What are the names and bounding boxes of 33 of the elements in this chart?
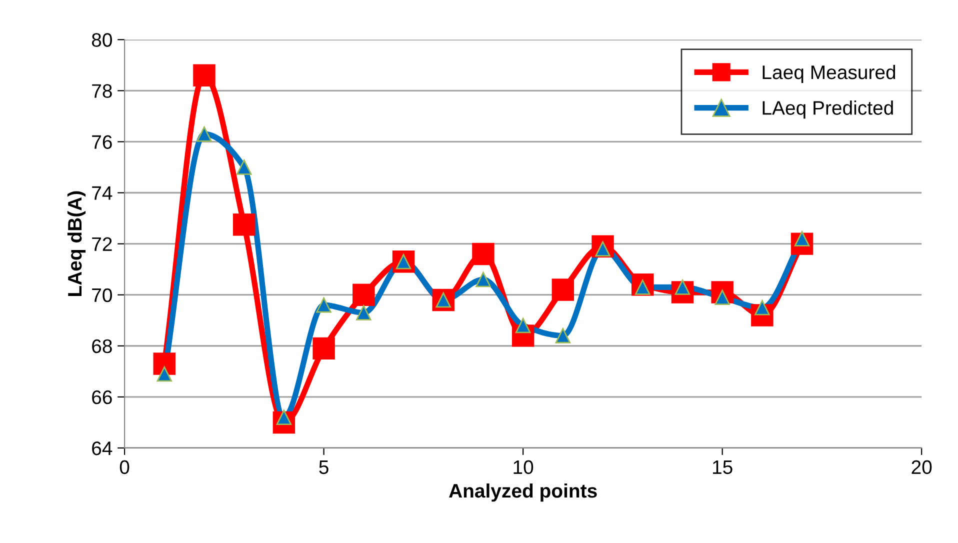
point <box>153 352 176 375</box>
point <box>316 297 332 313</box>
y-tick-label: 64 <box>92 441 112 456</box>
point <box>552 278 574 301</box>
point <box>472 242 494 266</box>
x-tick-label: 0 <box>120 460 130 474</box>
point <box>193 64 216 86</box>
x-tick-label: 10 <box>514 460 534 474</box>
point <box>515 318 531 334</box>
point <box>156 366 172 382</box>
y-tick-label: 72 <box>92 237 112 251</box>
y-tick-label: 70 <box>92 288 112 302</box>
x-tick-label: 15 <box>713 460 732 474</box>
point <box>352 284 375 306</box>
y-tick-label: 74 <box>92 186 112 200</box>
point <box>476 272 491 288</box>
x-axis-title: Analyzed points <box>449 483 597 502</box>
y-tick-label: 76 <box>92 135 112 149</box>
point <box>312 337 335 360</box>
y-tick-label: 80 <box>92 33 112 47</box>
point <box>356 305 372 320</box>
y-axis-title: LAeq dB(A) <box>67 191 86 296</box>
legend-label: Laeq Measured <box>762 64 896 84</box>
y-tick-label: 78 <box>92 84 112 98</box>
point <box>196 126 212 142</box>
point <box>555 328 571 344</box>
point <box>232 214 256 236</box>
x-tick-label: 20 <box>912 460 932 474</box>
x-tick-label: 5 <box>319 460 328 474</box>
point <box>236 160 252 175</box>
y-tick-label: 68 <box>92 339 112 354</box>
legend-label: LAeq Predicted <box>762 100 893 119</box>
y-tick-label: 66 <box>92 390 112 404</box>
